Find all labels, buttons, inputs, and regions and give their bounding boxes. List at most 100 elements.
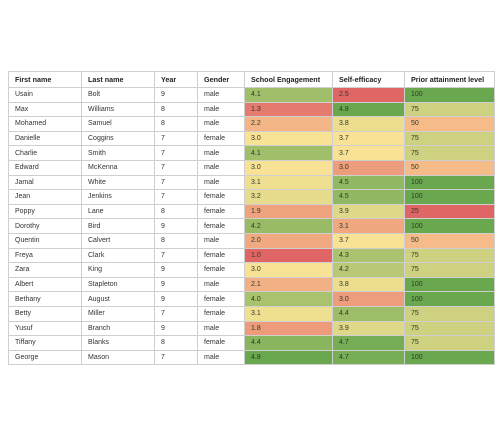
- year-cell[interactable]: 9: [154, 218, 198, 234]
- year-cell[interactable]: 7: [154, 145, 198, 161]
- first-name-cell[interactable]: Dorothy: [8, 218, 82, 234]
- self-efficacy-cell[interactable]: 2.5: [332, 87, 405, 103]
- self-efficacy-cell[interactable]: 3.7: [332, 145, 405, 161]
- last-name-cell[interactable]: Smith: [81, 145, 155, 161]
- last-name-cell[interactable]: Lane: [81, 203, 155, 220]
- self-efficacy-cell[interactable]: 4.7: [332, 335, 405, 351]
- year-cell[interactable]: 8: [154, 203, 198, 220]
- prior-attainment-cell[interactable]: 100: [404, 87, 495, 103]
- last-name-cell[interactable]: Bird: [81, 218, 155, 234]
- gender-cell[interactable]: female: [197, 247, 245, 264]
- year-cell[interactable]: 7: [154, 247, 198, 264]
- last-name-cell[interactable]: Blanks: [81, 335, 155, 351]
- first-name-cell[interactable]: Usain: [8, 87, 82, 103]
- gender-cell[interactable]: male: [197, 276, 245, 293]
- gender-cell[interactable]: female: [197, 262, 245, 278]
- school-engagement-cell[interactable]: 4.1: [244, 87, 333, 103]
- school-engagement-cell[interactable]: 1.9: [244, 203, 333, 220]
- header-prior-attainment[interactable]: Prior attainment level: [404, 71, 495, 88]
- gender-cell[interactable]: male: [197, 116, 245, 132]
- school-engagement-cell[interactable]: 3.0: [244, 159, 333, 176]
- school-engagement-cell[interactable]: 1.0: [244, 247, 333, 264]
- year-cell[interactable]: 7: [154, 159, 198, 176]
- prior-attainment-cell[interactable]: 75: [404, 101, 495, 118]
- last-name-cell[interactable]: Branch: [81, 320, 155, 337]
- header-self-efficacy[interactable]: Self-efficacy: [332, 71, 405, 88]
- prior-attainment-cell[interactable]: 75: [404, 247, 495, 264]
- self-efficacy-cell[interactable]: 4.8: [332, 101, 405, 118]
- gender-cell[interactable]: female: [197, 130, 245, 147]
- prior-attainment-cell[interactable]: 75: [404, 130, 495, 147]
- year-cell[interactable]: 9: [154, 276, 198, 293]
- header-gender[interactable]: Gender: [197, 71, 245, 88]
- year-cell[interactable]: 9: [154, 291, 198, 307]
- first-name-cell[interactable]: Yusuf: [8, 320, 82, 337]
- self-efficacy-cell[interactable]: 3.9: [332, 320, 405, 337]
- year-cell[interactable]: 9: [154, 262, 198, 278]
- gender-cell[interactable]: male: [197, 320, 245, 337]
- gender-cell[interactable]: male: [197, 87, 245, 103]
- school-engagement-cell[interactable]: 3.1: [244, 174, 333, 191]
- school-engagement-cell[interactable]: 3.2: [244, 189, 333, 205]
- first-name-cell[interactable]: Edward: [8, 159, 82, 176]
- prior-attainment-cell[interactable]: 100: [404, 276, 495, 293]
- self-efficacy-cell[interactable]: 3.9: [332, 203, 405, 220]
- last-name-cell[interactable]: Calvert: [81, 232, 155, 249]
- prior-attainment-cell[interactable]: 100: [404, 218, 495, 234]
- self-efficacy-cell[interactable]: 4.3: [332, 247, 405, 264]
- last-name-cell[interactable]: Bolt: [81, 87, 155, 103]
- last-name-cell[interactable]: Miller: [81, 305, 155, 322]
- school-engagement-cell[interactable]: 4.1: [244, 145, 333, 161]
- last-name-cell[interactable]: Jenkins: [81, 189, 155, 205]
- prior-attainment-cell[interactable]: 50: [404, 116, 495, 132]
- self-efficacy-cell[interactable]: 3.7: [332, 130, 405, 147]
- first-name-cell[interactable]: Betty: [8, 305, 82, 322]
- header-school-engagement[interactable]: School Engagement: [244, 71, 333, 88]
- self-efficacy-cell[interactable]: 3.7: [332, 232, 405, 249]
- last-name-cell[interactable]: King: [81, 262, 155, 278]
- gender-cell[interactable]: male: [197, 145, 245, 161]
- school-engagement-cell[interactable]: 4.0: [244, 291, 333, 307]
- first-name-cell[interactable]: Poppy: [8, 203, 82, 220]
- school-engagement-cell[interactable]: 3.0: [244, 130, 333, 147]
- header-last-name[interactable]: Last name: [81, 71, 155, 88]
- year-cell[interactable]: 8: [154, 335, 198, 351]
- year-cell[interactable]: 9: [154, 87, 198, 103]
- year-cell[interactable]: 7: [154, 174, 198, 191]
- prior-attainment-cell[interactable]: 50: [404, 232, 495, 249]
- gender-cell[interactable]: female: [197, 203, 245, 220]
- gender-cell[interactable]: male: [197, 174, 245, 191]
- header-first-name[interactable]: First name: [8, 71, 82, 88]
- self-efficacy-cell[interactable]: 3.8: [332, 276, 405, 293]
- year-cell[interactable]: 8: [154, 232, 198, 249]
- self-efficacy-cell[interactable]: 3.0: [332, 291, 405, 307]
- first-name-cell[interactable]: Danielle: [8, 130, 82, 147]
- header-year[interactable]: Year: [154, 71, 198, 88]
- gender-cell[interactable]: female: [197, 291, 245, 307]
- first-name-cell[interactable]: Tiffany: [8, 335, 82, 351]
- first-name-cell[interactable]: Albert: [8, 276, 82, 293]
- gender-cell[interactable]: male: [197, 159, 245, 176]
- year-cell[interactable]: 7: [154, 349, 198, 366]
- first-name-cell[interactable]: Max: [8, 101, 82, 118]
- year-cell[interactable]: 7: [154, 305, 198, 322]
- year-cell[interactable]: 7: [154, 130, 198, 147]
- gender-cell[interactable]: male: [197, 101, 245, 118]
- school-engagement-cell[interactable]: 1.8: [244, 320, 333, 337]
- self-efficacy-cell[interactable]: 4.2: [332, 262, 405, 278]
- school-engagement-cell[interactable]: 2.0: [244, 232, 333, 249]
- year-cell[interactable]: 8: [154, 116, 198, 132]
- school-engagement-cell[interactable]: 3.1: [244, 305, 333, 322]
- prior-attainment-cell[interactable]: 75: [404, 145, 495, 161]
- first-name-cell[interactable]: Mohamed: [8, 116, 82, 132]
- prior-attainment-cell[interactable]: 100: [404, 174, 495, 191]
- prior-attainment-cell[interactable]: 50: [404, 159, 495, 176]
- gender-cell[interactable]: female: [197, 305, 245, 322]
- prior-attainment-cell[interactable]: 75: [404, 305, 495, 322]
- first-name-cell[interactable]: Bethany: [8, 291, 82, 307]
- prior-attainment-cell[interactable]: 100: [404, 291, 495, 307]
- last-name-cell[interactable]: Williams: [81, 101, 155, 118]
- school-engagement-cell[interactable]: 4.8: [244, 349, 333, 366]
- first-name-cell[interactable]: Freya: [8, 247, 82, 264]
- year-cell[interactable]: 7: [154, 189, 198, 205]
